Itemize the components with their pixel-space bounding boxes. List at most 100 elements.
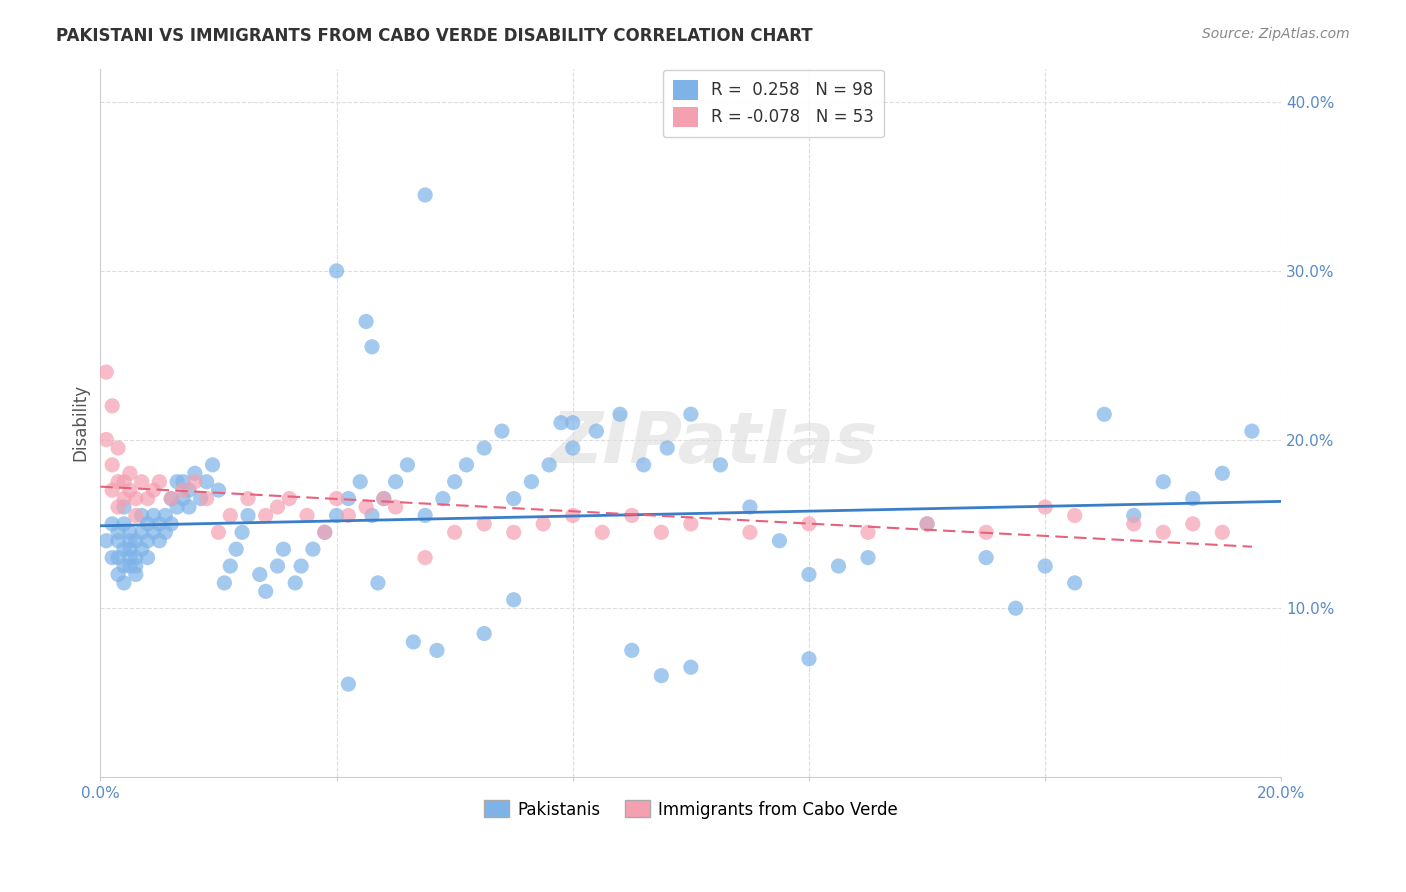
Pakistanis (354, 314, 377, 328)
Pakistanis (396, 458, 419, 472)
Pakistanis (373, 491, 395, 506)
Immigrants from Cabo Verde (1211, 525, 1233, 540)
Immigrants from Cabo Verde (148, 475, 170, 489)
Text: Source: ZipAtlas.com: Source: ZipAtlas.com (1202, 27, 1350, 41)
Immigrants from Cabo Verde (101, 483, 124, 498)
Pakistanis (225, 542, 247, 557)
Pakistanis (131, 508, 153, 523)
Pakistanis (367, 575, 389, 590)
Text: ZIPatlas: ZIPatlas (551, 409, 879, 478)
Pakistanis (125, 550, 148, 565)
Immigrants from Cabo Verde (142, 483, 165, 498)
Pakistanis (650, 668, 672, 682)
Immigrants from Cabo Verde (125, 491, 148, 506)
Pakistanis (585, 424, 607, 438)
Legend: Pakistanis, Immigrants from Cabo Verde: Pakistanis, Immigrants from Cabo Verde (477, 794, 905, 825)
Immigrants from Cabo Verde (118, 483, 141, 498)
Pakistanis (302, 542, 325, 557)
Immigrants from Cabo Verde (650, 525, 672, 540)
Pakistanis (797, 567, 820, 582)
Pakistanis (155, 508, 177, 523)
Text: PAKISTANI VS IMMIGRANTS FROM CABO VERDE DISABILITY CORRELATION CHART: PAKISTANI VS IMMIGRANTS FROM CABO VERDE … (56, 27, 813, 45)
Pakistanis (1211, 467, 1233, 481)
Pakistanis (184, 467, 207, 481)
Pakistanis (325, 264, 347, 278)
Pakistanis (1122, 508, 1144, 523)
Immigrants from Cabo Verde (373, 491, 395, 506)
Immigrants from Cabo Verde (591, 525, 613, 540)
Pakistanis (107, 550, 129, 565)
Immigrants from Cabo Verde (738, 525, 761, 540)
Pakistanis (1240, 424, 1263, 438)
Immigrants from Cabo Verde (219, 508, 242, 523)
Immigrants from Cabo Verde (131, 475, 153, 489)
Pakistanis (118, 533, 141, 548)
Pakistanis (201, 458, 224, 472)
Pakistanis (337, 491, 360, 506)
Pakistanis (1033, 559, 1056, 574)
Pakistanis (502, 592, 524, 607)
Pakistanis (273, 542, 295, 557)
Pakistanis (177, 500, 200, 514)
Pakistanis (402, 635, 425, 649)
Pakistanis (738, 500, 761, 514)
Immigrants from Cabo Verde (112, 491, 135, 506)
Pakistanis (118, 550, 141, 565)
Immigrants from Cabo Verde (107, 500, 129, 514)
Pakistanis (195, 475, 218, 489)
Pakistanis (118, 559, 141, 574)
Immigrants from Cabo Verde (915, 516, 938, 531)
Pakistanis (314, 525, 336, 540)
Pakistanis (112, 575, 135, 590)
Immigrants from Cabo Verde (172, 483, 194, 498)
Immigrants from Cabo Verde (118, 467, 141, 481)
Immigrants from Cabo Verde (107, 441, 129, 455)
Immigrants from Cabo Verde (136, 491, 159, 506)
Immigrants from Cabo Verde (96, 365, 118, 379)
Immigrants from Cabo Verde (1063, 508, 1085, 523)
Pakistanis (620, 643, 643, 657)
Immigrants from Cabo Verde (101, 458, 124, 472)
Pakistanis (856, 550, 879, 565)
Pakistanis (190, 491, 212, 506)
Pakistanis (290, 559, 312, 574)
Pakistanis (236, 508, 259, 523)
Pakistanis (160, 516, 183, 531)
Pakistanis (426, 643, 449, 657)
Pakistanis (520, 475, 543, 489)
Pakistanis (827, 559, 849, 574)
Pakistanis (112, 542, 135, 557)
Y-axis label: Disability: Disability (72, 384, 89, 461)
Pakistanis (219, 559, 242, 574)
Pakistanis (443, 475, 465, 489)
Immigrants from Cabo Verde (160, 491, 183, 506)
Pakistanis (349, 475, 371, 489)
Immigrants from Cabo Verde (620, 508, 643, 523)
Immigrants from Cabo Verde (195, 491, 218, 506)
Pakistanis (325, 508, 347, 523)
Pakistanis (472, 626, 495, 640)
Immigrants from Cabo Verde (107, 475, 129, 489)
Pakistanis (491, 424, 513, 438)
Immigrants from Cabo Verde (295, 508, 318, 523)
Immigrants from Cabo Verde (472, 516, 495, 531)
Pakistanis (657, 441, 679, 455)
Pakistanis (118, 525, 141, 540)
Pakistanis (413, 188, 436, 202)
Immigrants from Cabo Verde (531, 516, 554, 531)
Pakistanis (1092, 407, 1115, 421)
Pakistanis (142, 508, 165, 523)
Pakistanis (361, 508, 384, 523)
Pakistanis (254, 584, 277, 599)
Pakistanis (266, 559, 288, 574)
Immigrants from Cabo Verde (314, 525, 336, 540)
Pakistanis (797, 652, 820, 666)
Pakistanis (214, 575, 236, 590)
Pakistanis (166, 475, 188, 489)
Immigrants from Cabo Verde (856, 525, 879, 540)
Pakistanis (136, 550, 159, 565)
Immigrants from Cabo Verde (1122, 516, 1144, 531)
Pakistanis (112, 500, 135, 514)
Immigrants from Cabo Verde (443, 525, 465, 540)
Immigrants from Cabo Verde (254, 508, 277, 523)
